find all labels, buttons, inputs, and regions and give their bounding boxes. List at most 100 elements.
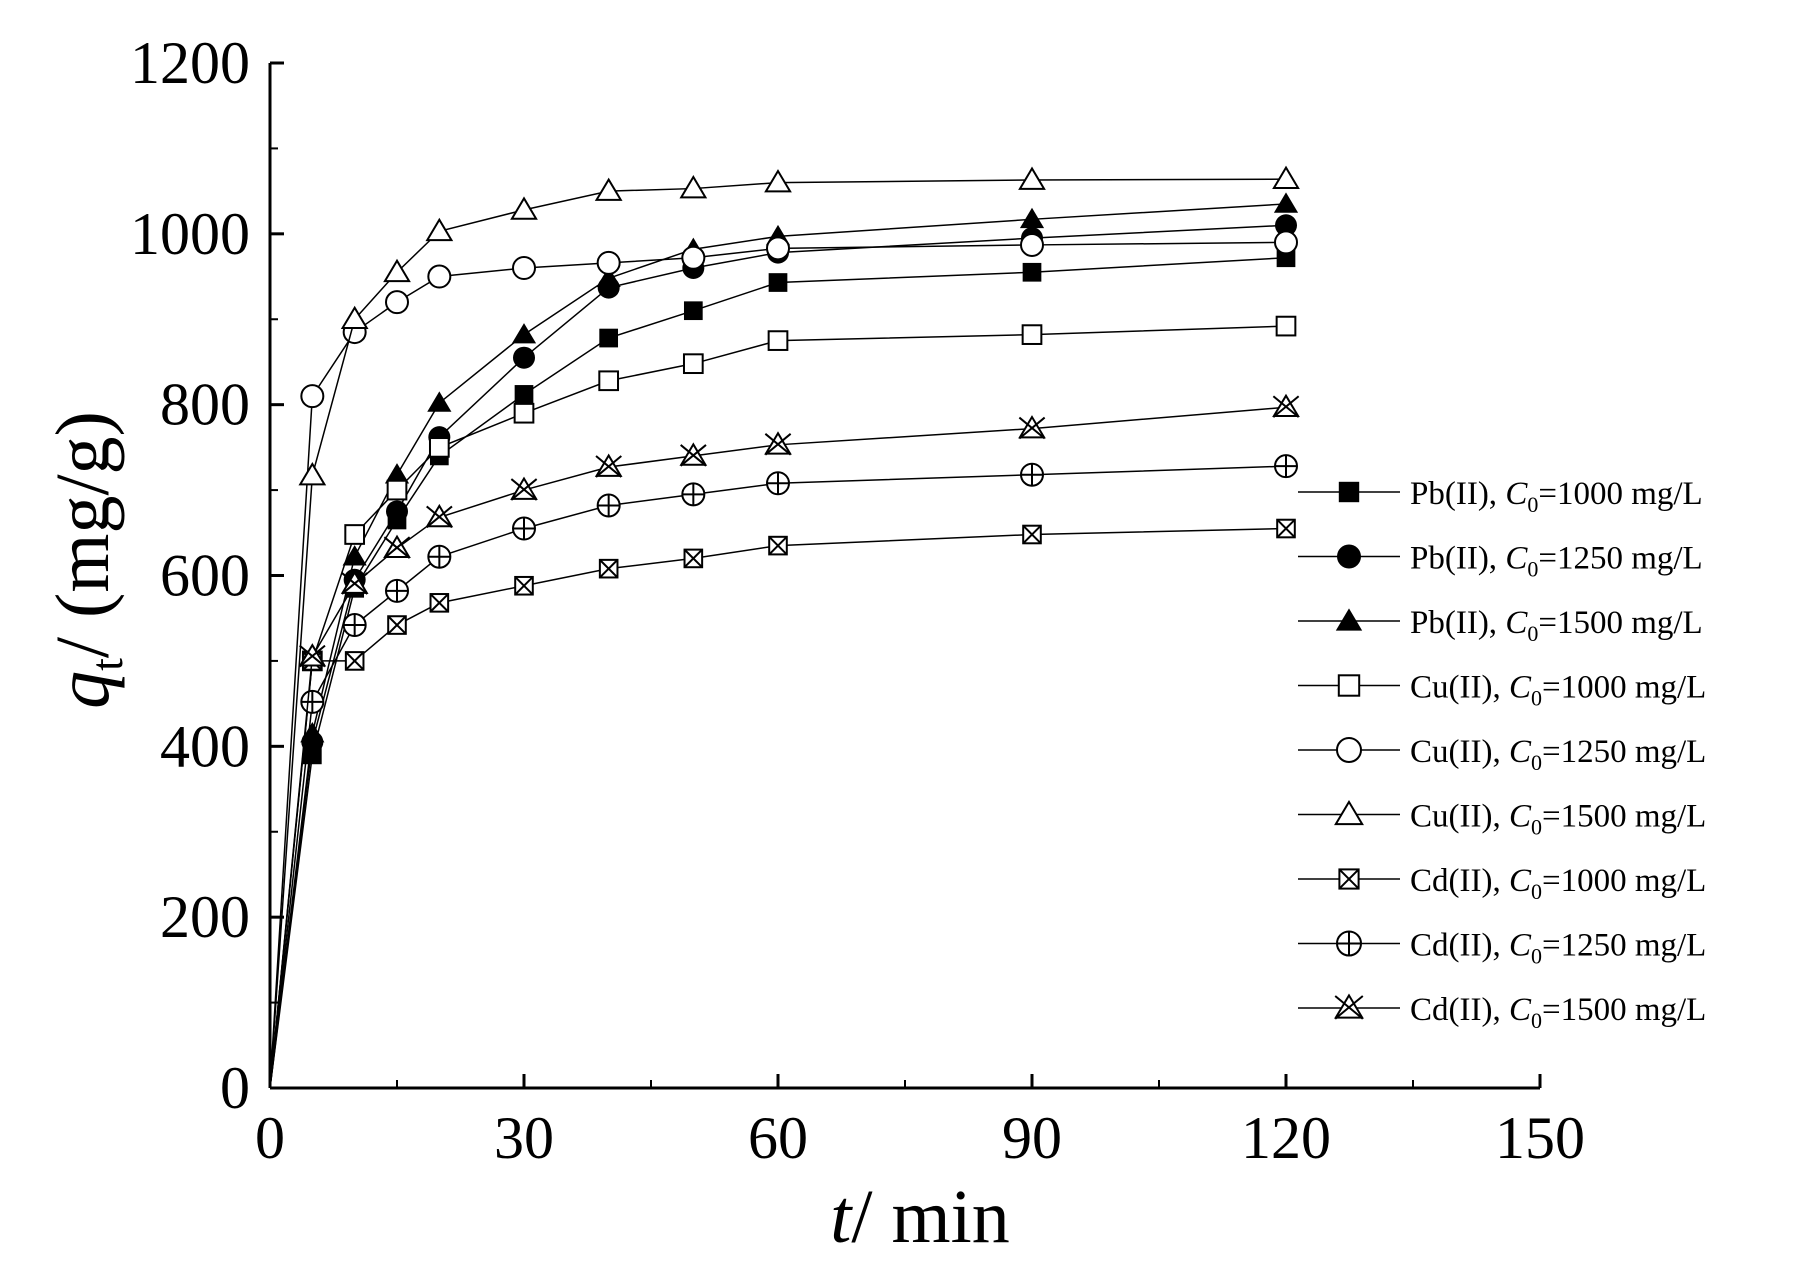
legend-marker [1338, 868, 1360, 890]
legend-marker [1335, 608, 1363, 631]
data-point [596, 266, 621, 288]
series-7 [269, 518, 1296, 1089]
data-point [342, 613, 367, 638]
legend-entry: Pb(II), C0=1250 mg/L [1298, 541, 1703, 582]
legend-label: Cu(II), C0=1000 mg/L [1410, 670, 1706, 711]
x-tick-label: 30 [494, 1105, 554, 1171]
series-line [269, 178, 1287, 1089]
legend-entry: Cu(II), C0=1500 mg/L [1298, 799, 1706, 840]
data-point [1276, 518, 1296, 539]
data-point [512, 516, 536, 541]
series-layer [269, 165, 1300, 1089]
y-tick-label: 400 [160, 713, 250, 779]
data-point [510, 476, 538, 501]
y-tick-label: 0 [220, 1055, 250, 1121]
legend-entry: Cd(II), C0=1500 mg/L [1298, 992, 1706, 1033]
data-point [682, 353, 704, 375]
data-point [386, 500, 408, 523]
data-point [596, 250, 621, 275]
data-point [300, 384, 325, 409]
data-point [1272, 165, 1300, 189]
data-point [1022, 262, 1042, 282]
data-point [383, 258, 411, 283]
data-point [344, 651, 365, 671]
legend-marker [1337, 544, 1361, 569]
data-point [768, 273, 788, 292]
series-3 [269, 192, 1299, 1089]
data-point [764, 169, 792, 193]
data-point [1020, 232, 1044, 257]
x-tick-label: 150 [1495, 1105, 1585, 1171]
y-tick-label: 1000 [130, 201, 250, 267]
series-line [269, 527, 1287, 1089]
data-point [594, 453, 623, 478]
data-point [1273, 192, 1299, 213]
legend-entry: Cd(II), C0=1250 mg/L [1298, 928, 1706, 969]
series-1 [269, 248, 1296, 1089]
legend-marker [1334, 993, 1364, 1020]
series-line [269, 257, 1287, 1089]
data-point [1018, 166, 1046, 190]
data-point [385, 578, 409, 603]
series-5 [269, 230, 1298, 1089]
series-line [269, 241, 1287, 1089]
data-point [766, 471, 790, 496]
legend-marker [1336, 930, 1362, 957]
data-point [514, 385, 534, 404]
data-point [513, 346, 535, 369]
data-point [425, 217, 454, 242]
y-tick-label: 200 [160, 884, 250, 950]
legend-entry: Cu(II), C0=1250 mg/L [1298, 734, 1706, 775]
legend-entry: Pb(II), C0=1500 mg/L [1298, 605, 1703, 646]
data-point [679, 442, 708, 467]
data-point [300, 689, 325, 714]
data-point [681, 245, 706, 270]
series-line [269, 465, 1287, 1089]
legend-entry: Pb(II), C0=1000 mg/L [1298, 476, 1703, 517]
data-point [386, 479, 408, 501]
legend-label: Pb(II), C0=1500 mg/L [1410, 605, 1703, 646]
data-point [1275, 315, 1297, 337]
data-point [598, 558, 619, 579]
data-point [594, 177, 623, 201]
data-point [427, 391, 452, 412]
data-point [340, 305, 369, 330]
data-point [340, 570, 369, 595]
axes: 0 30 60 90 120 150 0 200 400 600 800 1000 1200 [130, 30, 1585, 1171]
legend-label: Cu(II), C0=1250 mg/L [1410, 734, 1706, 775]
legend-marker [1336, 737, 1362, 763]
data-point [342, 545, 367, 566]
data-point [767, 330, 789, 351]
data-point [596, 493, 621, 518]
data-point [385, 290, 409, 315]
data-point [511, 323, 537, 344]
data-point [300, 721, 325, 743]
data-point [1019, 207, 1045, 229]
x-axis-title: t/ min [830, 1175, 1009, 1259]
x-tick-label: 0 [255, 1105, 285, 1171]
legend-label: Cd(II), C0=1250 mg/L [1410, 928, 1706, 969]
y-axis-title: qt/ (mg/g) [41, 411, 132, 709]
data-point [599, 328, 619, 348]
data-point [383, 534, 411, 559]
data-point [683, 548, 704, 569]
data-point [1022, 524, 1042, 545]
data-point [679, 175, 708, 199]
data-point [298, 643, 327, 668]
data-point [683, 301, 703, 321]
legend-entry: Cu(II), C0=1000 mg/L [1298, 670, 1706, 711]
data-point [1275, 214, 1297, 237]
data-point [766, 236, 790, 261]
legend-marker [1334, 799, 1364, 826]
legend: Pb(II), C0=1000 mg/L Pb(II), C0=1250 mg/L… [1298, 476, 1706, 1033]
data-point [598, 370, 620, 392]
data-point [513, 402, 535, 424]
legend-label: Pb(II), C0=1250 mg/L [1410, 541, 1703, 582]
data-point [1274, 230, 1298, 255]
data-point [681, 482, 706, 507]
series-9 [269, 393, 1300, 1089]
legend-marker [1338, 481, 1360, 503]
legend-label: Pb(II), C0=1000 mg/L [1410, 476, 1703, 517]
x-tick-label: 90 [1002, 1105, 1062, 1171]
series-line [269, 224, 1287, 1089]
